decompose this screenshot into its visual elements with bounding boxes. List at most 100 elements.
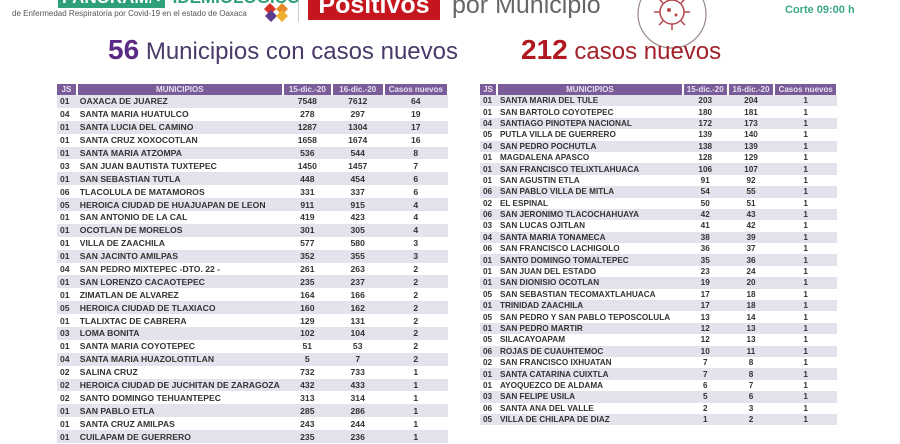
dec15-cell: 911 — [282, 198, 332, 212]
table-row: 06 SAN JERONIMO TLACOCHAHUAYA 42 43 1 — [480, 208, 837, 221]
table-row: 02 SAN FRANCISCO IXHUATAN 7 8 1 — [480, 357, 837, 368]
new-cases-cell: 2 — [413, 264, 419, 275]
municipio-cell: SANTA CRUZ XOXOCOTLAN — [79, 135, 198, 146]
column-header: JS — [480, 84, 498, 95]
table-row: 01 TLALIXTAC DE CABRERA 129 131 2 — [57, 314, 448, 327]
dec15-cell: 36 — [700, 244, 710, 254]
js-cell: 01 — [57, 146, 77, 160]
js-cell: 04 — [57, 352, 77, 366]
table-row: 05 VILLA DE CHILAPA DE DIAZ 1 2 1 — [480, 413, 837, 426]
new-cases-cell: 1 — [803, 380, 808, 390]
new-cases-cell: 4 — [413, 212, 419, 223]
municipio-cell: SANTA MARIA HUAZOLOTITLAN — [76, 352, 283, 366]
new-cases-cell: 1 — [803, 403, 808, 413]
municipio-cell: OAXACA DE JUAREZ — [76, 95, 283, 108]
municipio-cell: SAN ANTONIO DE LA CAL — [79, 212, 188, 223]
column-header: 16-dic.-20 — [727, 84, 776, 95]
dec16-cell: 733 — [350, 367, 365, 378]
municipio-cell: SAN PABLO VILLA DE MITLA — [496, 186, 683, 198]
new-cases-cell: 8 — [383, 146, 448, 160]
municipio-cell: HEROICA CIUDAD DE JUCHITAN DE ZARAGOZA — [76, 378, 283, 392]
table-row: 01 SAN SEBASTIAN TUTLA 448 454 6 — [57, 172, 448, 186]
dec15-cell: 180 — [698, 107, 713, 117]
municipio-cell: PUTLA VILLA DE GUERRERO — [499, 130, 616, 140]
new-cases-cell: 6 — [383, 172, 448, 186]
casos-label: casos nuevos — [574, 38, 722, 65]
table-row: 02 SALINA CRUZ 732 733 1 — [57, 366, 448, 379]
dec15-cell: 352 — [282, 249, 332, 263]
table-header: JS MUNICIPIOS 15-dic.-20 16-dic.-20 Casos nu… — [57, 84, 450, 95]
js-cell: 01 — [483, 107, 493, 117]
js-cell: 04 — [480, 140, 497, 152]
dec16-cell: 53 — [352, 341, 363, 352]
new-cases-cell: 1 — [803, 244, 808, 254]
dec15-cell: 160 — [282, 301, 332, 315]
municipio-cell: ZIMATLAN DE ALVAREZ — [79, 289, 179, 300]
dec16-cell: 1674 — [348, 135, 368, 146]
right-cases-table: JS MUNICIPIOS 15-dic.-20 16-dic.-20 Casos nu… — [480, 84, 838, 426]
municipio-cell: SANTA MARIA COYOTEPEC — [79, 341, 196, 352]
dec16-cell: 423 — [350, 212, 365, 223]
table-row: 03 SAN FELIPE USILA 5 6 1 — [480, 391, 837, 403]
panorama-label: PANORAMA — [58, 0, 165, 8]
dec16-cell: 544 — [331, 146, 384, 160]
js-cell: 02 — [483, 198, 493, 208]
dec15-cell: 138 — [682, 140, 728, 152]
js-cell: 01 — [57, 430, 77, 444]
dec15-cell: 285 — [282, 404, 332, 418]
table-row: 03 LOMA BONITA 102 104 2 — [57, 327, 448, 340]
dec16-cell: 18 — [727, 300, 775, 312]
dec16-cell: 433 — [331, 378, 384, 392]
dec15-cell: 1 — [682, 413, 728, 426]
dec15-cell: 313 — [300, 392, 315, 403]
municipio-cell: SANTA ANA DEL VALLE — [499, 403, 594, 413]
column-header: 15-dic.-20 — [282, 84, 333, 95]
new-cases-cell: 1 — [803, 358, 808, 368]
epidemiologico-label: EPIDEMIOLÓGICO — [150, 0, 300, 8]
municipio-cell: VILLA DE CHILAPA DE DIAZ — [496, 413, 683, 426]
dec16-cell: 92 — [746, 175, 756, 185]
dec16-cell: 11 — [727, 345, 775, 357]
dec15-cell: 5 — [282, 352, 332, 366]
new-cases-cell: 19 — [411, 109, 421, 120]
column-header: Casos nuevos — [774, 84, 838, 95]
table-row: 01 SANTA CRUZ AMILPAS 243 244 1 — [57, 417, 448, 430]
table-row: 01 SANTA MARIA ATZOMPA 536 544 8 — [57, 146, 448, 160]
dec16-cell: 1457 — [348, 160, 368, 171]
municipio-cell: SAN DIONISIO OCOTLAN — [496, 277, 683, 289]
dec16-cell: 580 — [350, 238, 365, 249]
dec16-cell: 454 — [331, 172, 384, 186]
new-cases-cell: 1 — [803, 312, 808, 322]
dec15-cell: 5 — [682, 391, 728, 403]
municipio-cell: EL ESPINAL — [499, 198, 549, 208]
municipio-cell: SAN LORENZO CACAOTEPEC — [76, 275, 283, 289]
table-row: 01 SAN DIONISIO OCOTLAN 19 20 1 — [480, 277, 837, 289]
dec15-cell: 13 — [700, 312, 710, 322]
js-cell: 05 — [57, 198, 77, 212]
municipio-cell: SANTA LUCIA DEL CAMINO — [76, 120, 283, 134]
dec15-cell: 278 — [300, 109, 315, 120]
js-cell: 01 — [480, 277, 497, 289]
casos-summary: 212 casos nuevos — [521, 34, 721, 66]
dec16-cell: 7 — [748, 380, 754, 390]
new-cases-cell: 7 — [413, 160, 419, 171]
js-cell: 06 — [480, 186, 497, 198]
js-cell: 06 — [483, 244, 493, 254]
table-row: 04 SAN PEDRO MIXTEPEC -DTO. 22 - 261 263 2 — [57, 263, 448, 276]
js-cell: 05 — [483, 130, 493, 140]
new-cases-cell: 1 — [774, 277, 837, 289]
new-cases-cell: 1 — [383, 404, 448, 418]
js-cell: 01 — [480, 254, 497, 266]
dec15-cell: 7 — [702, 358, 708, 368]
municipio-cell: LOMA BONITA — [76, 327, 283, 340]
new-cases-cell: 1 — [774, 231, 837, 244]
municipio-cell: SAN FRANCISCO LACHIGOLO — [499, 244, 620, 254]
js-cell: 01 — [483, 153, 493, 163]
js-cell: 01 — [480, 163, 497, 175]
dec16-cell: 8 — [748, 358, 754, 368]
js-cell: 03 — [60, 160, 70, 171]
municipio-cell: SANTO DOMINGO TEHUANTEPEC — [79, 392, 221, 403]
dec16-cell: 2 — [727, 413, 775, 426]
dec16-cell: 204 — [727, 95, 775, 107]
js-cell: 03 — [480, 391, 497, 403]
